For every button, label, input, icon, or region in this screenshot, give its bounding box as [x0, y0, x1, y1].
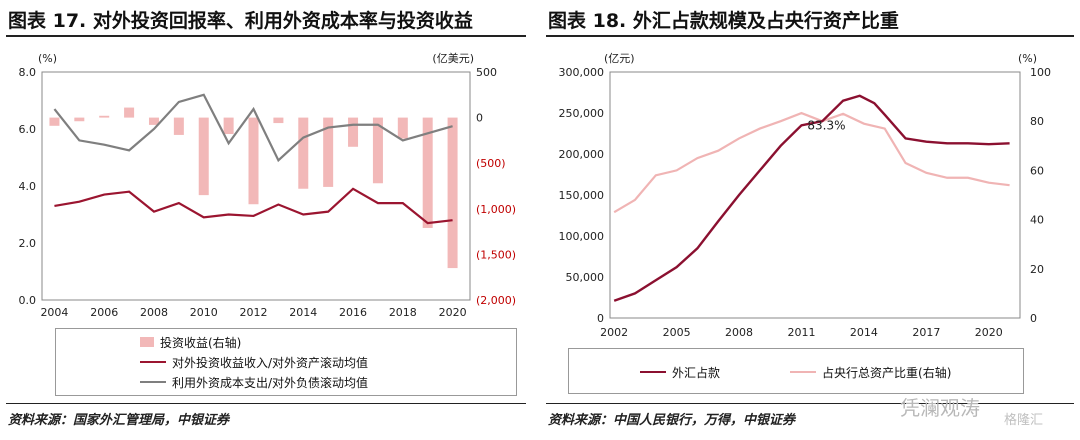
- y-left-tick-label: 8.0: [19, 66, 37, 79]
- chart17-legend-box: [55, 328, 517, 396]
- chart17-source-rule: [6, 403, 526, 404]
- x-tick-label: 2002: [600, 326, 628, 339]
- x-tick-label: 2008: [140, 306, 168, 319]
- bar-investment-income: [348, 117, 359, 147]
- x-tick-label: 2018: [389, 306, 417, 319]
- legend-label: 投资收益(右轴): [160, 335, 242, 350]
- y-left-tick-label: 50,000: [566, 271, 605, 284]
- bar-investment-income: [223, 117, 234, 135]
- legend-swatch-line: [790, 371, 817, 373]
- chart17-legend: 投资收益(右轴) 对外投资收益收入/对外资产滚动均值 利用外资成本支出/对外负债…: [140, 332, 368, 392]
- y-right-unit: (%): [1018, 52, 1037, 65]
- bar-investment-income: [323, 117, 334, 187]
- legend-swatch-line: [140, 361, 166, 363]
- y-right-tick-label: 20: [1030, 263, 1044, 276]
- x-tick-label: 2006: [90, 306, 118, 319]
- y-right-tick-label: 40: [1030, 214, 1044, 227]
- legend-swatch-line: [140, 381, 166, 383]
- plot-frame: [609, 71, 1021, 319]
- legend-item-return-rate: 对外投资收益收入/对外资产滚动均值: [140, 352, 368, 372]
- legend-label: 外汇占款: [672, 365, 721, 380]
- y-right-tick-label: (1,500): [476, 248, 516, 261]
- legend-swatch-line: [640, 371, 666, 373]
- y-right-tick-label: (1,000): [476, 203, 516, 216]
- y-left-tick-label: 6.0: [19, 123, 37, 136]
- y-left-tick-label: 4.0: [19, 180, 37, 193]
- annotation-peak-share: 83.3%: [807, 118, 845, 132]
- watermark-handle: 凭澜观涛: [900, 396, 980, 420]
- watermark-brand: 格隆汇: [1004, 413, 1044, 428]
- chart18-title: 图表 18. 外汇占款规模及占央行资产比重: [548, 10, 899, 32]
- x-tick-label: 2008: [725, 326, 753, 339]
- chart17-title: 图表 17. 对外投资回报率、利用外资成本率与投资收益: [8, 10, 473, 32]
- legend-label: 占央行总资产比重(右轴): [822, 365, 952, 380]
- x-tick-label: 2017: [912, 326, 940, 339]
- x-tick-label: 2004: [40, 306, 68, 319]
- bar-investment-income: [148, 117, 159, 125]
- y-right-tick-label: 80: [1030, 115, 1044, 128]
- y-left-tick-label: 200,000: [559, 148, 605, 161]
- y-right-tick-label: 0: [476, 112, 483, 125]
- x-tick-label: 2016: [339, 306, 367, 319]
- line-share-of-assets: [613, 111, 1010, 214]
- bar-investment-income: [248, 117, 259, 205]
- legend-label: 对外投资收益收入/对外资产滚动均值: [172, 355, 369, 370]
- y-right-tick-label: 60: [1030, 164, 1044, 177]
- plot-frame: [41, 71, 471, 301]
- y-left-tick-label: 250,000: [559, 107, 605, 120]
- x-tick-label: 2014: [289, 306, 317, 319]
- bar-investment-income: [397, 117, 408, 139]
- bar-investment-income: [124, 107, 135, 118]
- chart18-source-rule: [546, 403, 1074, 404]
- legend-item-cost-rate: 利用外资成本支出/对外负债滚动均值: [140, 372, 368, 392]
- y-left-tick-label: 150,000: [559, 189, 605, 202]
- y-right-tick-label: 500: [476, 66, 497, 79]
- x-tick-label: 2020: [439, 306, 467, 319]
- chart18-legend: 外汇占款 占央行总资产比重(右轴): [640, 362, 951, 382]
- y-left-tick-label: 2.0: [19, 237, 37, 250]
- legend-swatch-bar: [140, 337, 154, 347]
- legend-label: 利用外资成本支出/对外负债滚动均值: [172, 375, 369, 390]
- x-tick-label: 2020: [975, 326, 1003, 339]
- legend-item-share-of-assets: 占央行总资产比重(右轴): [790, 362, 951, 382]
- x-tick-label: 2005: [663, 326, 691, 339]
- chart18-title-rule: [546, 35, 1074, 37]
- bar-investment-income: [198, 117, 209, 196]
- bar-investment-income: [447, 117, 458, 269]
- bar-investment-income: [74, 117, 85, 122]
- bar-investment-income: [173, 117, 184, 135]
- legend-item-investment-income: 投资收益(右轴): [140, 332, 368, 352]
- line-fx-reserves: [613, 94, 1010, 302]
- bar-investment-income: [422, 117, 433, 228]
- chart17-title-rule: [6, 35, 526, 37]
- bar-investment-income: [49, 117, 60, 126]
- x-tick-label: 2011: [787, 326, 815, 339]
- legend-item-fx-reserves: 外汇占款: [640, 362, 720, 382]
- y-right-tick-label: 100: [1030, 66, 1051, 79]
- y-left-unit: (亿元): [604, 52, 635, 65]
- chart17-plot: 0.0 2.0 4.0 6.0 8.0 (2,000) (1,500) (1,000) (500…: [19, 52, 517, 319]
- y-right-tick-label: 0: [1030, 312, 1037, 325]
- line-return-rate: [54, 187, 453, 225]
- chart18-source: 资料来源：中国人民银行，万得，中银证券: [548, 413, 796, 428]
- x-tick-label: 2010: [190, 306, 218, 319]
- bar-investment-income: [372, 117, 383, 184]
- y-right-tick-label: (2,000): [476, 294, 516, 307]
- y-left-tick-label: 0: [597, 312, 604, 325]
- chart18-plot: 0 50,000 100,000 150,000 200,000 250,000 300,0…: [559, 52, 1052, 339]
- bar-investment-income: [273, 117, 284, 124]
- y-left-tick-label: 0.0: [19, 294, 37, 307]
- bar-investment-income: [99, 115, 110, 118]
- x-tick-label: 2014: [850, 326, 878, 339]
- y-left-unit: (%): [38, 52, 57, 65]
- chart17-source: 资料来源：国家外汇管理局，中银证券: [8, 413, 230, 428]
- bar-investment-income: [298, 117, 309, 189]
- y-left-tick-label: 300,000: [559, 66, 605, 79]
- y-right-tick-label: (500): [476, 157, 506, 170]
- y-right-unit: (亿美元): [432, 52, 474, 65]
- line-cost-rate: [53, 93, 453, 163]
- y-left-tick-label: 100,000: [559, 230, 605, 243]
- chart18-legend-box: [568, 348, 1024, 394]
- x-tick-label: 2012: [240, 306, 268, 319]
